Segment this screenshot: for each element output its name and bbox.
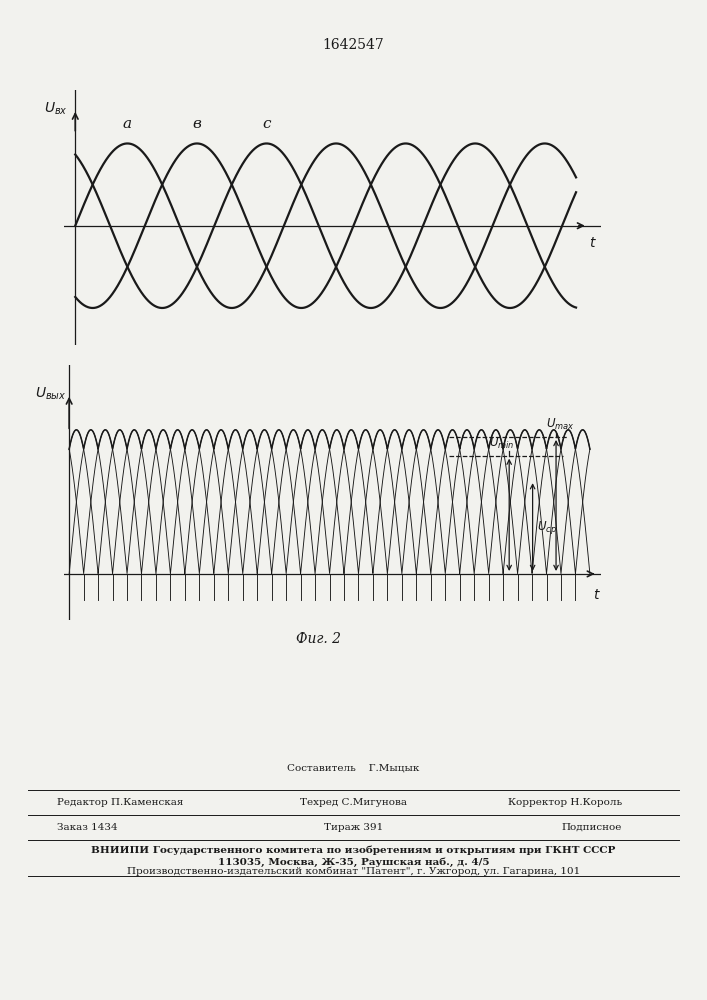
Text: Подписное: Подписное xyxy=(562,823,622,832)
Text: Производственно-издательский комбинат "Патент", г. Ужгород, ул. Гагарина, 101: Производственно-издательский комбинат "П… xyxy=(127,866,580,876)
Text: c: c xyxy=(262,117,271,131)
Text: a: a xyxy=(123,117,132,131)
Text: $U_{cp}$: $U_{cp}$ xyxy=(537,519,557,536)
Text: 1642547: 1642547 xyxy=(322,38,385,52)
Text: Корректор Н.Король: Корректор Н.Король xyxy=(508,798,622,807)
Text: $U_{min}$: $U_{min}$ xyxy=(489,436,515,451)
Text: Составитель    Г.Мыцык: Составитель Г.Мыцык xyxy=(287,763,420,772)
Text: Фиг. 2: Фиг. 2 xyxy=(296,632,341,646)
Text: Тираж 391: Тираж 391 xyxy=(324,823,383,832)
Text: Редактор П.Каменская: Редактор П.Каменская xyxy=(57,798,183,807)
Text: $U_{\mathit{вх}}$: $U_{\mathit{вх}}$ xyxy=(45,101,68,117)
Text: $U_{max}$: $U_{max}$ xyxy=(546,417,575,432)
Text: $U_{\mathit{вых}}$: $U_{\mathit{вых}}$ xyxy=(35,386,66,402)
Text: $t$: $t$ xyxy=(593,588,601,602)
Text: ВНИИПИ Государственного комитета по изобретениям и открытиям при ГКНТ СССР: ВНИИПИ Государственного комитета по изоб… xyxy=(91,845,616,855)
Text: в: в xyxy=(192,117,201,131)
Text: 113035, Москва, Ж-35, Раушская наб., д. 4/5: 113035, Москва, Ж-35, Раушская наб., д. … xyxy=(218,857,489,867)
Text: Заказ 1434: Заказ 1434 xyxy=(57,823,117,832)
Text: $t$: $t$ xyxy=(589,236,597,250)
Text: Техред С.Мигунова: Техред С.Мигунова xyxy=(300,798,407,807)
